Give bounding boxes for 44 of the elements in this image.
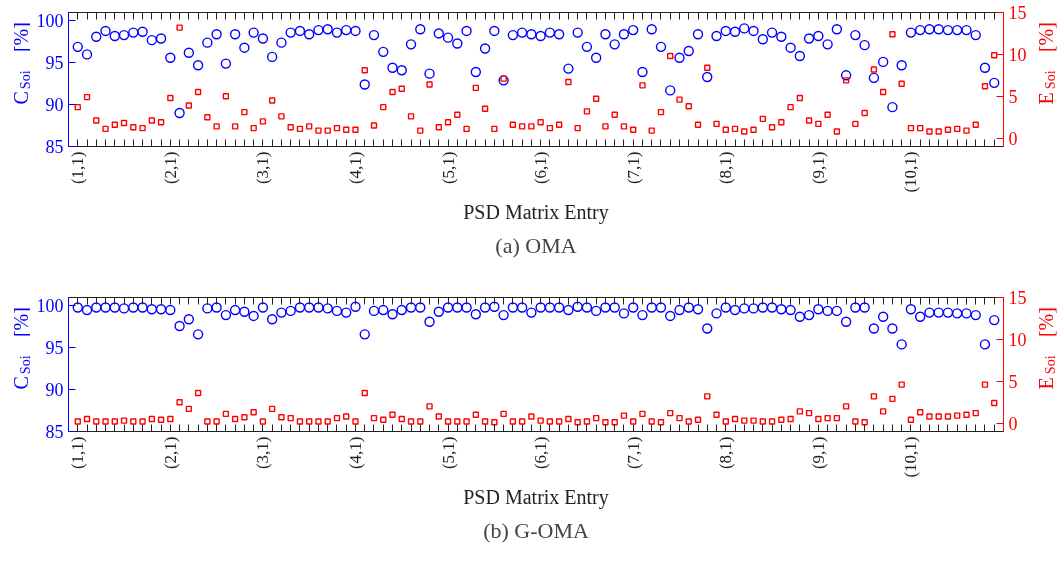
y-tick-label: 90	[45, 95, 64, 116]
y2-tick-label: 5	[1008, 371, 1018, 392]
text: CSoi [%]	[9, 307, 33, 390]
x-tick-label: (6,1)	[531, 436, 551, 470]
x-tick-label: (7,1)	[623, 436, 643, 470]
y-tick-label: 85	[45, 422, 64, 442]
y2-tick-label: 0	[1008, 128, 1018, 149]
y-tick-label: 100	[36, 11, 64, 32]
x-axis-title: PSD Matrix Entry	[463, 200, 609, 224]
y-tick-label: 90	[45, 380, 64, 401]
text: CSoi [%]	[9, 22, 33, 105]
x-tick-label: (4,1)	[345, 436, 365, 470]
y2-tick-label: 15	[1008, 3, 1027, 23]
x-tick-label: (9,1)	[808, 151, 828, 185]
y2-tick-label: 0	[1008, 413, 1018, 434]
x-tick-label: (8,1)	[716, 151, 736, 185]
text: (a) OMA	[495, 232, 577, 258]
y2-tick-label: 10	[1008, 329, 1027, 350]
y2-tick-label: 5	[1008, 86, 1018, 107]
x-tick-label: (4,1)	[345, 151, 365, 185]
y2-tick-label: 15	[1008, 288, 1027, 308]
y-tick-label: 95	[45, 338, 64, 359]
x-tick-label: (2,1)	[160, 151, 180, 185]
x-tick-label: (6,1)	[531, 151, 551, 185]
x-tick-label: (7,1)	[623, 151, 643, 185]
y2-tick-label: 10	[1008, 44, 1027, 65]
x-tick-label: (8,1)	[716, 436, 736, 470]
x-tick-label: (1,1)	[68, 436, 88, 470]
x-tick-label: (5,1)	[438, 151, 458, 185]
x-tick-label: (3,1)	[253, 151, 273, 185]
x-tick-label: (1,1)	[68, 151, 88, 185]
x-tick-label: (9,1)	[808, 436, 828, 470]
x-tick-label: (3,1)	[253, 436, 273, 470]
text: ESoi [%]	[1034, 307, 1058, 390]
x-tick-label: (5,1)	[438, 436, 458, 470]
text: (b) G-OMA	[483, 517, 589, 543]
x-axis-title: PSD Matrix Entry	[463, 485, 609, 509]
x-tick-label: (10,1)	[901, 151, 921, 193]
text: ESoi [%]	[1034, 22, 1058, 105]
y-tick-label: 95	[45, 53, 64, 74]
x-tick-label: (2,1)	[160, 436, 180, 470]
x-tick-label: (10,1)	[901, 436, 921, 478]
y-tick-label: 100	[36, 296, 64, 317]
y-tick-label: 85	[45, 137, 64, 157]
